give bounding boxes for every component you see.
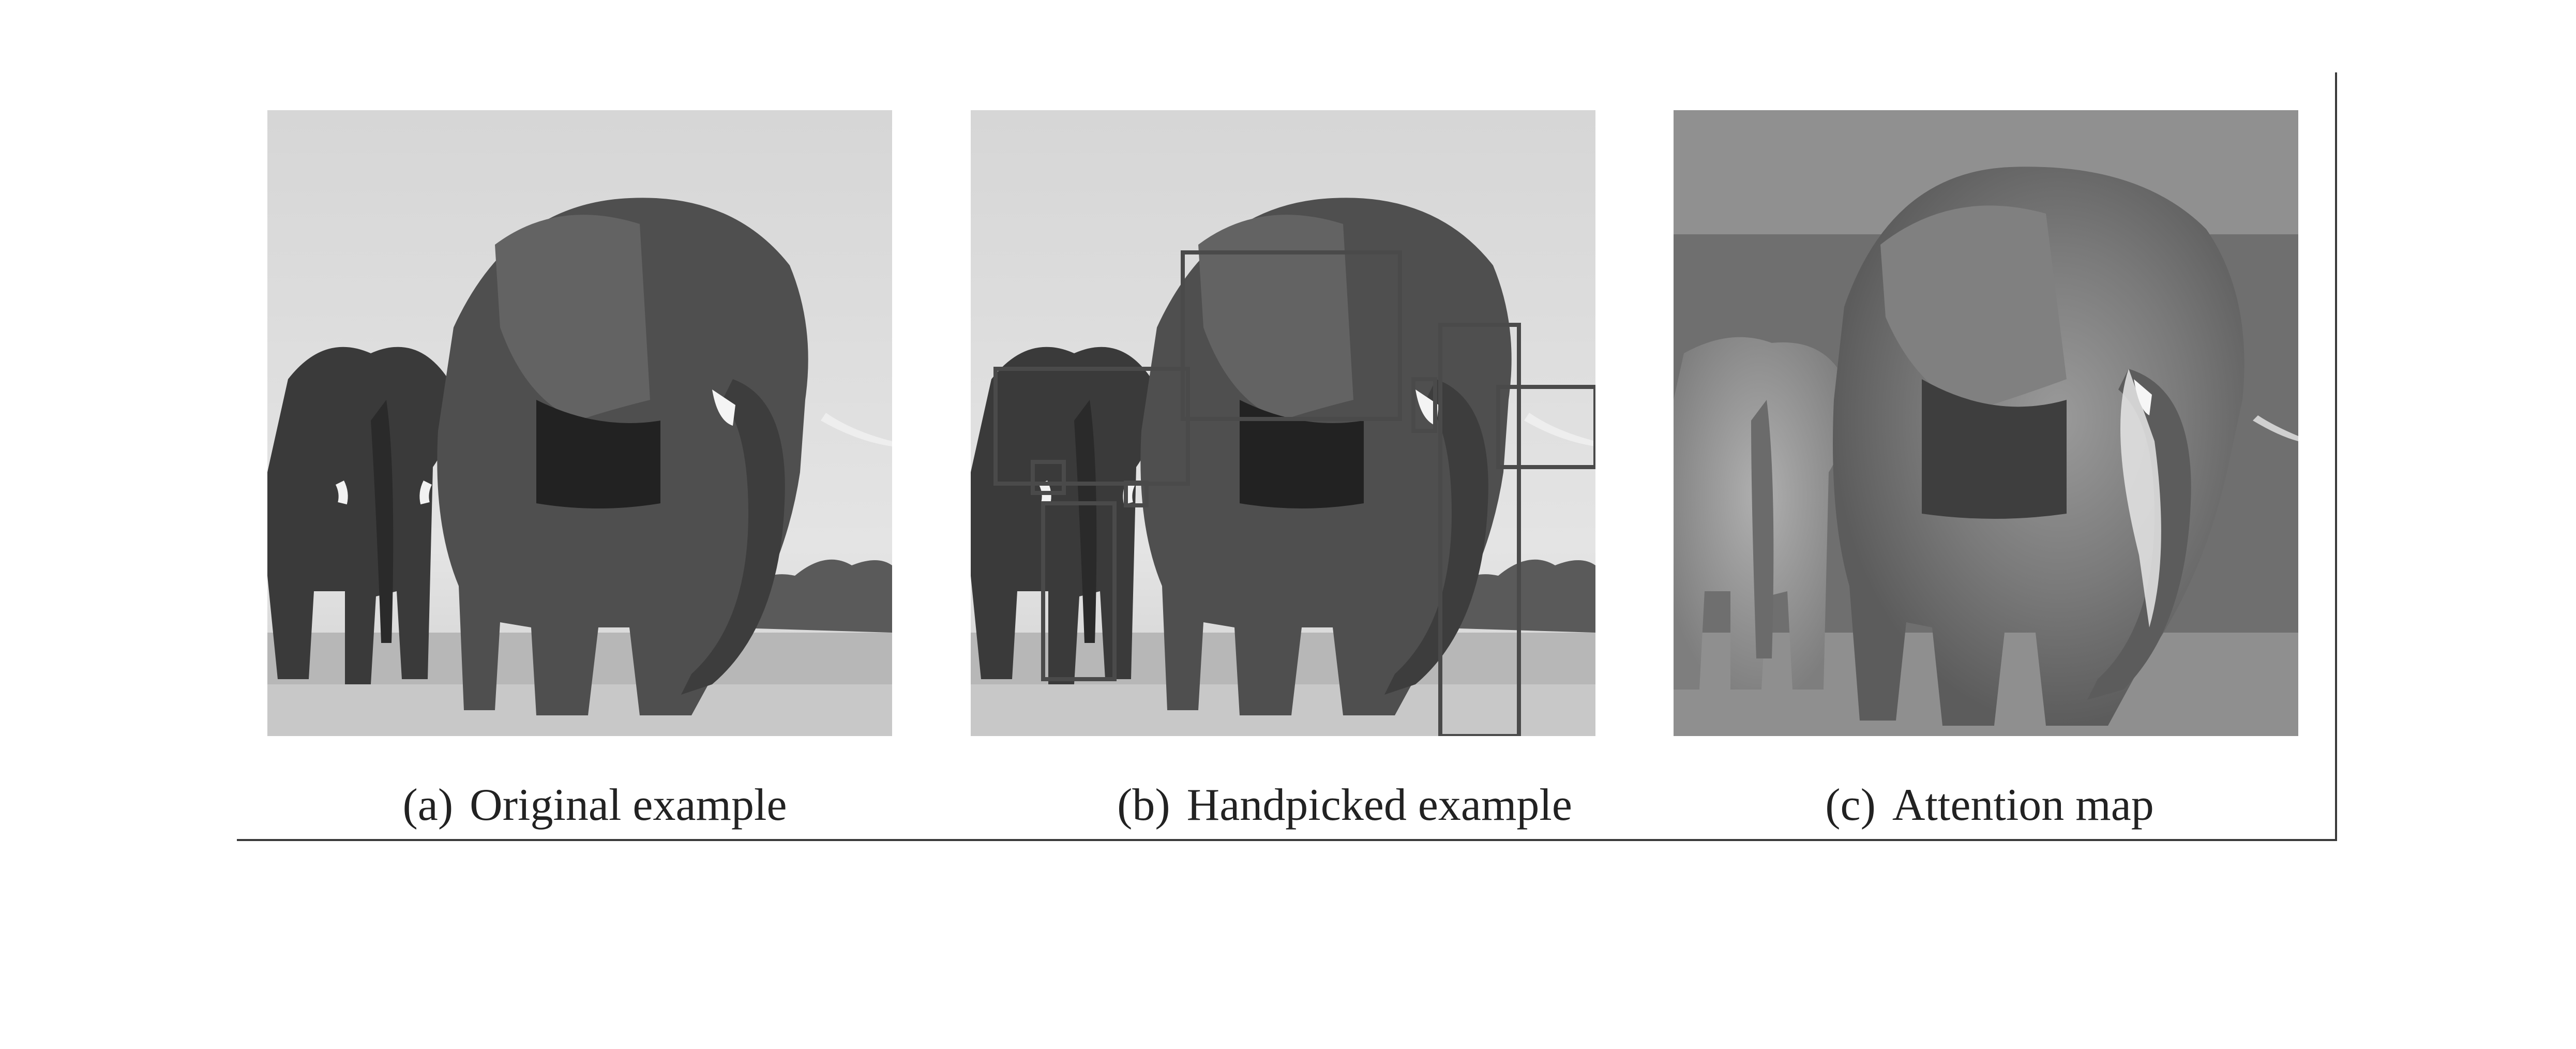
caption-label: Handpicked example: [1186, 780, 1572, 830]
caption-attention-map: (c) Attention map: [1825, 777, 2154, 834]
region-box: [1181, 250, 1402, 421]
caption-label: Original example: [470, 780, 787, 830]
attention-map-image: [1674, 110, 2298, 736]
caption-label: Attention map: [1892, 780, 2154, 830]
region-box: [993, 367, 1190, 486]
figure-frame-right: [2335, 72, 2337, 841]
region-box: [1438, 323, 1521, 736]
region-box: [1411, 377, 1437, 433]
region-box: [1496, 385, 1595, 469]
figure-frame-bottom: [237, 839, 2337, 841]
original-example-image: [267, 110, 892, 736]
region-box: [1124, 481, 1149, 507]
handpicked-example-image: [971, 110, 1595, 736]
region-box: [1031, 460, 1066, 495]
caption-handpicked-example: (b) Handpicked example: [1117, 777, 1572, 834]
caption-tag: (c): [1825, 780, 1876, 830]
caption-tag: (a): [402, 780, 454, 830]
caption-original-example: (a) Original example: [402, 777, 787, 834]
region-box: [1041, 501, 1117, 681]
caption-tag: (b): [1117, 780, 1170, 830]
